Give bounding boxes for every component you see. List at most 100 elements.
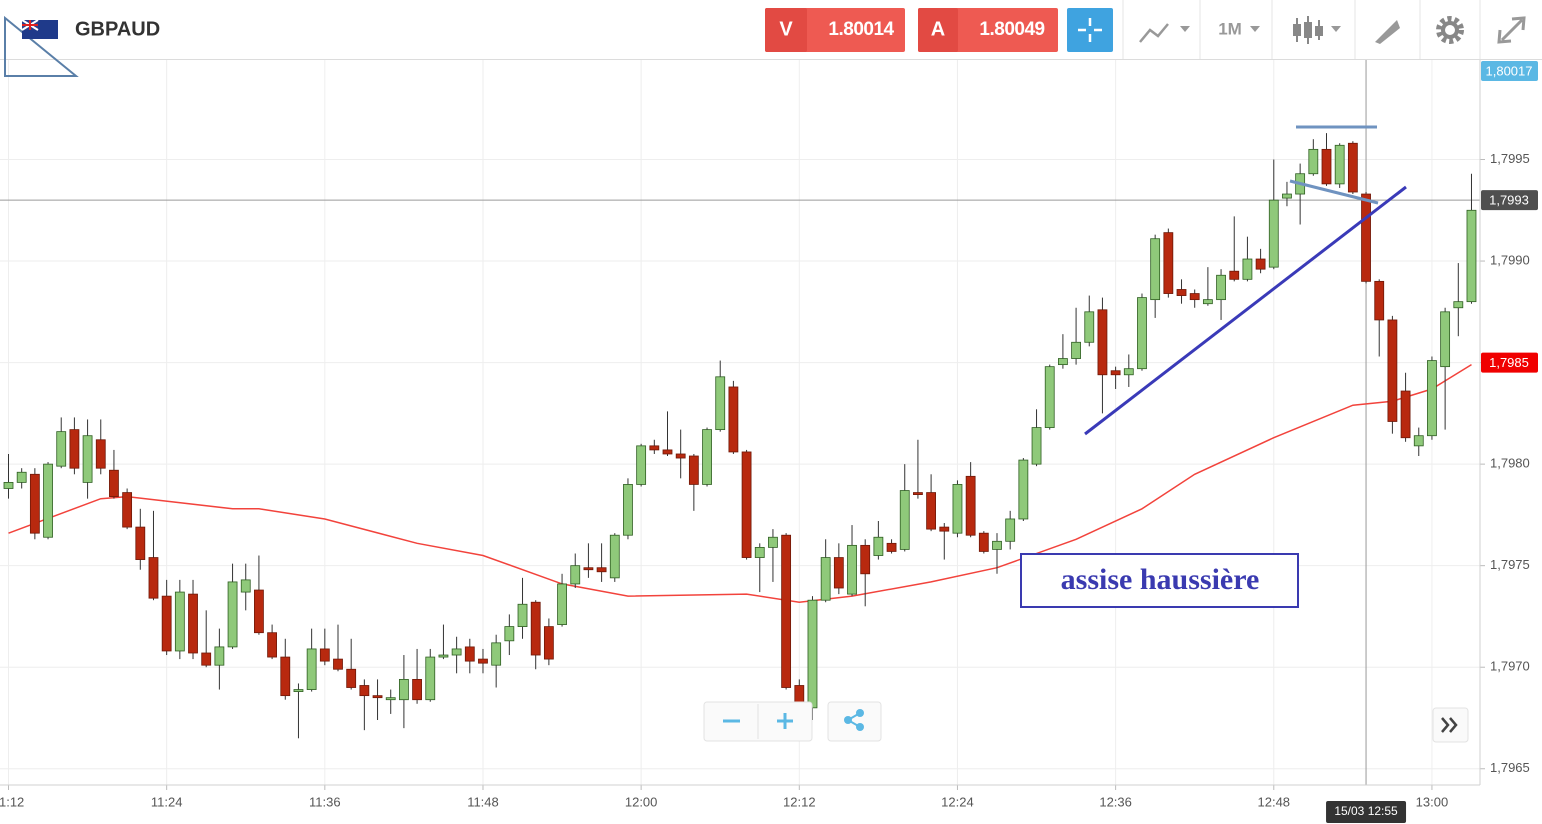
candle-body — [1123, 368, 1134, 376]
price-tag-label: 1,7993 — [1489, 193, 1529, 208]
drawn-line — [1289, 179, 1379, 205]
candle-body — [715, 376, 726, 431]
candle-body — [1282, 193, 1292, 199]
candle-body — [188, 593, 198, 654]
candle-body — [148, 557, 159, 599]
candle-body — [109, 469, 119, 498]
candle-body — [781, 534, 792, 688]
x-tick-label: 11:48 — [467, 794, 499, 809]
x-tick-label: 11:12 — [0, 794, 24, 809]
candle-body — [583, 567, 594, 571]
x-tick-label: 11:24 — [151, 794, 183, 809]
candle-body — [412, 678, 422, 701]
settings-button[interactable] — [1436, 16, 1464, 44]
candle-body — [847, 544, 857, 595]
candle-body — [1413, 435, 1424, 447]
candle-body — [702, 429, 712, 485]
symbol: GBPAUD — [75, 18, 160, 40]
crosshair-button[interactable] — [1067, 8, 1113, 52]
candle-body — [1374, 280, 1385, 321]
candle-body — [636, 445, 647, 485]
candle-body — [649, 445, 660, 451]
toolbar: GBPAUD V 1.80014 A 1.80049 1M — [0, 0, 1542, 77]
x-tick-label: 12:36 — [1099, 794, 1132, 809]
candle-body — [504, 626, 515, 642]
candle-body — [899, 490, 910, 550]
candles-button[interactable] — [1293, 16, 1341, 44]
candle-body — [319, 648, 330, 662]
candle-body — [1097, 309, 1108, 376]
candle-body — [372, 695, 383, 699]
price-tag-label: 1,7985 — [1489, 355, 1529, 370]
zoom-in[interactable] — [777, 713, 793, 729]
buy-label: A — [931, 18, 945, 40]
candle-body — [16, 471, 27, 483]
drawing-button[interactable] — [1375, 20, 1400, 44]
candle-body — [333, 658, 343, 670]
candle-body — [478, 658, 488, 664]
candle-body — [1242, 258, 1253, 280]
drawn-triangle — [4, 15, 79, 77]
candle-body — [570, 565, 581, 585]
candle-body — [491, 642, 502, 666]
candle-body — [438, 654, 449, 658]
candle-body — [741, 451, 752, 558]
scroll-end-button[interactable] — [1432, 707, 1469, 743]
candle-body — [1321, 148, 1332, 185]
price-tag — [1481, 352, 1538, 373]
candle-body — [43, 463, 53, 538]
candle-body — [1018, 459, 1029, 520]
sell-button[interactable]: V 1.80014 — [765, 8, 905, 52]
fullscreen-button[interactable] — [1497, 16, 1526, 44]
candle-body — [1163, 232, 1174, 294]
candle-body — [359, 685, 370, 697]
candle-body — [227, 581, 238, 648]
candle-body — [754, 546, 765, 558]
candle-body — [1308, 148, 1319, 175]
candle-body — [56, 431, 67, 467]
sell-label: V — [779, 18, 793, 40]
candle-body — [1387, 319, 1398, 422]
buy-button[interactable]: A 1.80049 — [918, 8, 1058, 52]
candle-body — [530, 601, 541, 656]
candle-body — [978, 532, 989, 552]
candle-body — [82, 435, 93, 483]
candle-body — [1361, 193, 1371, 282]
chart-type-button[interactable] — [1139, 23, 1190, 43]
candle-body — [886, 542, 897, 552]
candle-body — [464, 646, 475, 662]
candle-body — [135, 526, 146, 560]
candle-body — [1110, 370, 1121, 376]
candle-body — [254, 589, 264, 634]
candle-body — [1189, 293, 1200, 301]
candle-body — [794, 685, 805, 705]
timeframe-button[interactable]: 1M — [1218, 19, 1260, 38]
candle-body — [306, 648, 317, 690]
candle-body — [820, 557, 831, 601]
candle-body — [939, 526, 950, 532]
candle-body — [1176, 289, 1187, 296]
candle-body — [965, 475, 976, 536]
candle-body — [280, 656, 291, 697]
candle-body — [1440, 311, 1451, 368]
candle-body — [675, 453, 686, 459]
annotation-box — [1020, 553, 1299, 608]
timeframe: 1M — [1218, 19, 1242, 38]
candle-body — [1071, 341, 1081, 359]
x-tick-label: 11:36 — [309, 794, 341, 809]
sell-price: 1.80014 — [828, 19, 894, 40]
candle-body — [873, 536, 884, 556]
flag-icon — [21, 19, 58, 39]
candle-body — [1229, 270, 1240, 280]
moving-average — [8, 363, 1472, 603]
candle-body — [543, 626, 554, 660]
candle-body — [1031, 427, 1042, 465]
price-tag — [1481, 61, 1538, 81]
share-button[interactable] — [827, 701, 882, 742]
candle-body — [1268, 199, 1279, 268]
candle-body — [926, 492, 936, 530]
candle-body — [1255, 258, 1266, 270]
